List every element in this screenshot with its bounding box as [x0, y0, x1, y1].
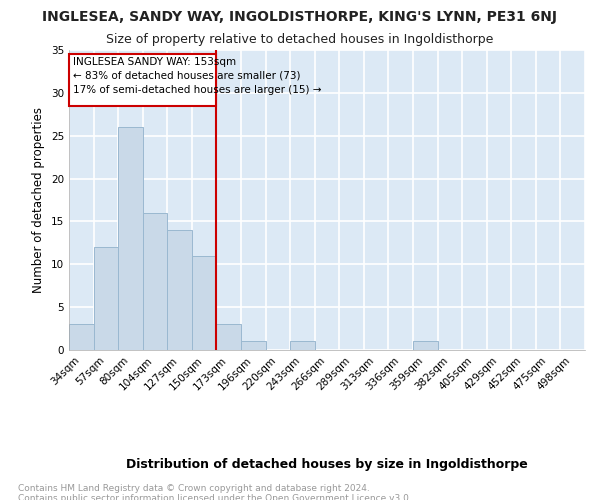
Bar [413, 342, 437, 350]
X-axis label: Distribution of detached houses by size in Ingoldisthorpe: Distribution of detached houses by size … [126, 458, 528, 471]
Bar [143, 213, 167, 350]
Bar [192, 256, 217, 350]
Text: INGLESEA, SANDY WAY, INGOLDISTHORPE, KING'S LYNN, PE31 6NJ: INGLESEA, SANDY WAY, INGOLDISTHORPE, KIN… [43, 10, 557, 24]
Text: INGLESEA SANDY WAY: 153sqm
← 83% of detached houses are smaller (73)
17% of semi: INGLESEA SANDY WAY: 153sqm ← 83% of deta… [73, 57, 321, 95]
FancyBboxPatch shape [69, 54, 217, 106]
Bar [241, 342, 266, 350]
Text: Contains HM Land Registry data © Crown copyright and database right 2024.
Contai: Contains HM Land Registry data © Crown c… [18, 484, 412, 500]
Bar [69, 324, 94, 350]
Text: Size of property relative to detached houses in Ingoldisthorpe: Size of property relative to detached ho… [106, 32, 494, 46]
Bar [290, 342, 315, 350]
Y-axis label: Number of detached properties: Number of detached properties [32, 107, 46, 293]
Bar [118, 127, 143, 350]
Bar [167, 230, 192, 350]
Bar [217, 324, 241, 350]
Bar [94, 247, 118, 350]
